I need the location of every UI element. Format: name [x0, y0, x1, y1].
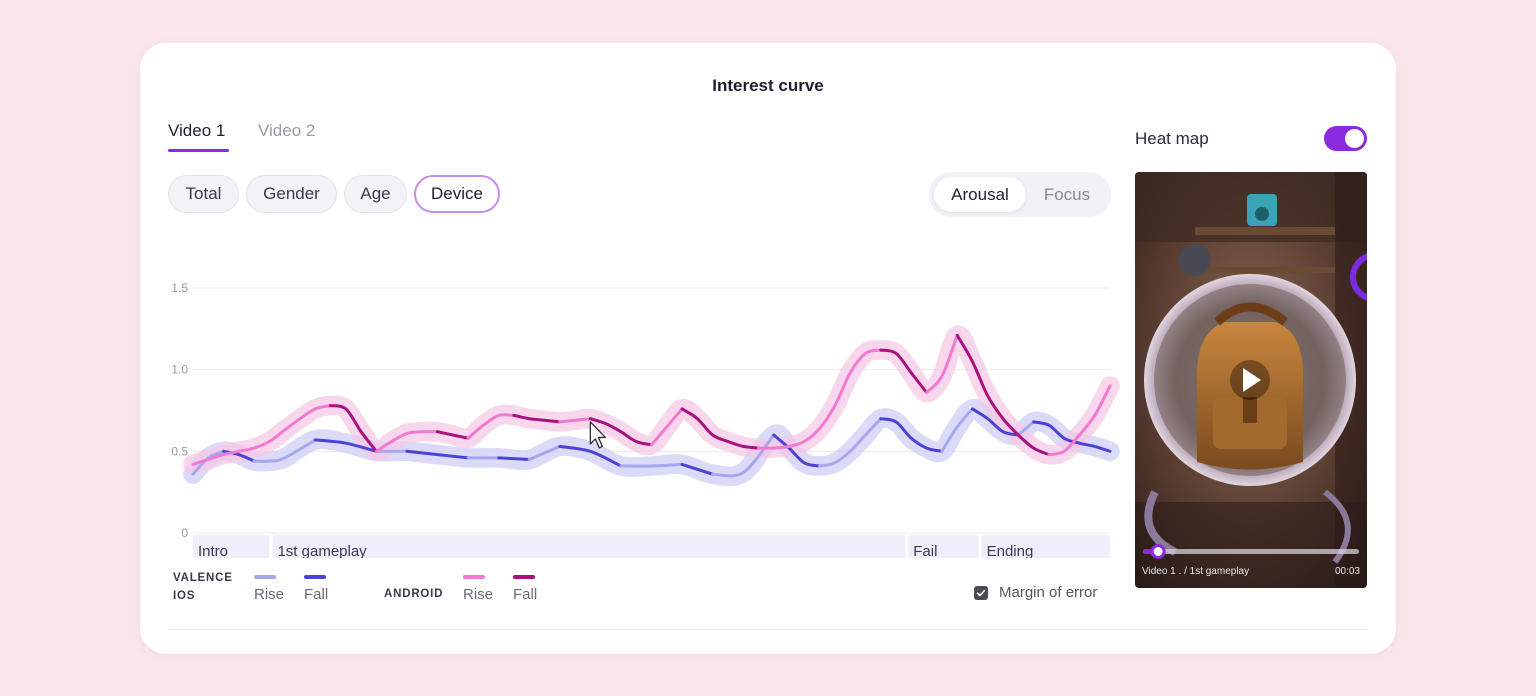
phase-segment-label: Fail	[913, 543, 937, 558]
phase-segment-label: Intro	[198, 543, 228, 558]
phase-segment	[272, 535, 906, 558]
android-rise-swatch	[463, 575, 485, 579]
android-rise-line	[374, 430, 439, 453]
ios-rise-line	[818, 417, 883, 468]
arousal-option[interactable]: Arousal	[934, 177, 1026, 212]
video-timestamp: 00:03	[1334, 566, 1360, 577]
filter-total-button[interactable]: Total	[168, 175, 239, 213]
android-rise-line	[558, 417, 592, 424]
android-fall-line	[436, 430, 470, 440]
android-fall-line	[329, 404, 378, 453]
android-fall-line	[879, 348, 929, 394]
android-rise-line	[757, 348, 883, 450]
ios-rise-line	[527, 444, 562, 461]
filter-gender-button[interactable]: Gender	[246, 175, 337, 213]
ios-fall-line	[558, 444, 623, 468]
tab-video-2[interactable]: Video 2	[258, 121, 316, 140]
android-fall-line	[680, 407, 760, 450]
filter-device-button[interactable]: Device	[414, 175, 500, 213]
phase-segment	[908, 535, 979, 558]
android-fall-line	[512, 413, 562, 424]
ios-fall-line	[497, 456, 531, 461]
android-rise-line	[925, 333, 959, 394]
ios-rise-label: Rise	[254, 586, 285, 603]
android-fall-swatch	[513, 575, 535, 579]
ios-fall-line	[405, 449, 470, 460]
video-frame-thumbnail	[1135, 172, 1367, 588]
bottom-divider	[168, 629, 1368, 630]
android-fall-label: Fall	[513, 586, 538, 603]
ios-rise-line	[191, 449, 226, 476]
android-rise-line	[466, 413, 516, 440]
ios-fall-label: Fall	[304, 586, 329, 603]
ios-fall-line	[879, 417, 944, 453]
ios-rise-line	[711, 433, 776, 478]
android-rise-label: Rise	[463, 586, 494, 603]
ios-fall-line	[680, 462, 715, 476]
ios-rise-swatch	[254, 575, 276, 579]
ios-rise-line	[940, 407, 974, 453]
ios-fall-line	[313, 438, 378, 453]
video-caption: Video 1 . / 1st gameplay	[1142, 566, 1250, 577]
margin-of-error-label: Margin of error	[999, 584, 1098, 601]
toggle-knob	[1345, 129, 1364, 148]
focus-option[interactable]: Focus	[1043, 184, 1091, 204]
play-icon	[1243, 368, 1261, 392]
metric-segmented-control: Arousal Focus	[929, 172, 1111, 217]
android-fall-line	[955, 333, 1051, 457]
y-tick-label: 0	[181, 526, 188, 540]
phase-segment	[981, 535, 1110, 558]
checkmark-icon	[976, 589, 986, 597]
android-rise-line	[191, 404, 332, 466]
phase-segment	[193, 535, 270, 558]
ios-fall-line	[1032, 420, 1112, 453]
android-rise-line	[1047, 384, 1112, 457]
phase-segment-label: 1st gameplay	[277, 543, 367, 558]
ios-fall-line	[222, 449, 256, 463]
heat-map-toggle[interactable]	[1324, 126, 1367, 151]
ios-fall-swatch	[304, 575, 326, 579]
android-rise-line	[650, 407, 684, 447]
filter-age-button[interactable]: Age	[344, 175, 407, 213]
ios-rise-line	[252, 438, 317, 463]
ios-rise-line	[619, 462, 684, 468]
video-player[interactable]: Video 1 . / 1st gameplay 00:03	[1135, 172, 1367, 588]
tab-video-1[interactable]: Video 1	[168, 121, 226, 140]
card-title: Interest curve	[712, 76, 824, 95]
margin-of-error-checkbox[interactable]	[974, 586, 988, 600]
legend-android-label: ANDROID	[384, 588, 444, 600]
y-tick-label: 0.5	[171, 444, 188, 458]
mouse-cursor-icon	[589, 421, 607, 449]
active-tab-indicator	[168, 149, 229, 152]
interest-curve-card: Interest curve Video 1 Video 2 Total Gen…	[140, 43, 1396, 654]
legend-valence-label: VALENCE	[173, 572, 233, 584]
phase-segment-label: Ending	[987, 543, 1034, 558]
legend-ios-label: IOS	[173, 590, 196, 602]
android-fall-line	[588, 417, 653, 447]
y-tick-label: 1.5	[171, 281, 188, 295]
ios-fall-line	[970, 407, 1020, 437]
ios-fall-line	[772, 433, 822, 468]
y-tick-label: 1.0	[171, 363, 188, 377]
heat-map-label: Heat map	[1135, 129, 1209, 148]
